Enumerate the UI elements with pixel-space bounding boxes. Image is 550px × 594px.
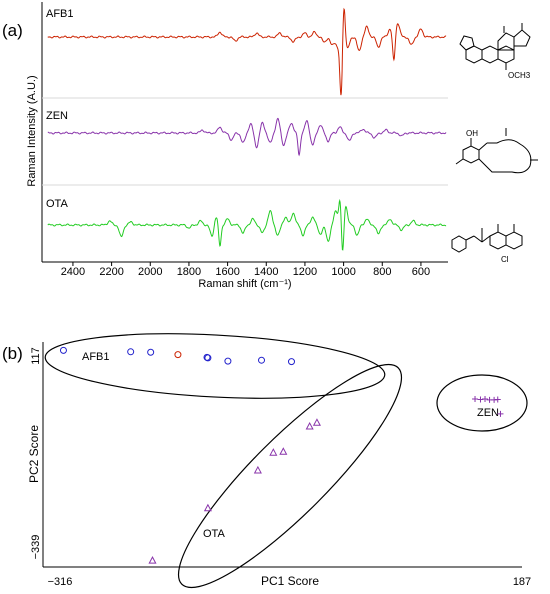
cluster-label-ota: OTA (203, 528, 225, 540)
x-tick-label: 1400 (254, 266, 278, 278)
spectrum-label-afb1: AFB1 (46, 8, 74, 20)
afb1-structure-image (459, 23, 531, 70)
spectrum-label-zen: ZEN (46, 110, 68, 122)
ota-point (253, 465, 262, 474)
x-tick-label: 2400 (61, 266, 85, 278)
zen-cluster-ellipse (436, 374, 528, 432)
panel-b-ylabel: PC2 Score (27, 425, 41, 483)
x-tick-label: 800 (373, 266, 391, 278)
ota-structure-image (451, 224, 523, 253)
panel-b-y-min: −339 (30, 535, 42, 560)
pca-scatter-plot (59, 346, 504, 564)
cluster-label-afb1: AFB1 (82, 351, 110, 363)
cluster-ellipses (44, 333, 528, 589)
afb1-point (287, 358, 295, 366)
panel-a-xlabel: Raman shift (cm⁻¹) (198, 278, 291, 290)
x-tick-label: 1200 (293, 266, 317, 278)
spectrum-line-ota (47, 198, 447, 251)
zen-point (472, 395, 479, 402)
panel-a-frame (41, 2, 448, 263)
ota-point (312, 418, 321, 426)
spectrum-line-zen (47, 117, 447, 157)
ota-chloro-text: Cl (501, 255, 509, 264)
zen-hydroxyl-text: OH (466, 129, 478, 138)
afb1-point (147, 348, 155, 356)
cluster-label-zen: ZEN (477, 407, 499, 419)
x-tick-label: 2000 (138, 266, 162, 278)
panel-a-x-ticks: 2400 2200 2000 1800 1600 1400 1200 1000 800 600 (61, 262, 430, 278)
afb1-point (174, 351, 182, 359)
afb1-point (258, 356, 266, 364)
ota-point (305, 421, 314, 430)
ota-point (269, 448, 278, 456)
x-tick-label: 1800 (177, 266, 201, 278)
panel-b-frame (42, 342, 522, 568)
panel-a-ylabel: Raman Intensity (A.U.) (26, 75, 38, 186)
spectrum-label-ota: OTA (46, 198, 68, 210)
zen-structure-image (455, 128, 538, 174)
panel-b-y-max: 117 (30, 347, 42, 365)
ota-cluster-ellipse (177, 363, 403, 589)
afb1-cluster-ellipse (44, 333, 386, 399)
panel-b-xlabel: PC1 Score (261, 574, 319, 588)
x-tick-label: 2200 (99, 266, 123, 278)
panel-b-label: (b) (2, 344, 23, 363)
zen-point (497, 410, 504, 417)
afb1-point (59, 346, 67, 354)
spectrum-line-afb1 (47, 7, 447, 96)
panel-a-label: (a) (2, 21, 23, 40)
afb1-point (204, 354, 212, 362)
afb1-point (127, 348, 135, 356)
x-tick-label: 1000 (331, 266, 355, 278)
panel-b-x-max: 187 (513, 576, 531, 588)
panel-b-x-min: −316 (48, 576, 73, 588)
zen-point (482, 395, 489, 402)
zen-point (494, 396, 501, 403)
x-tick-label: 600 (412, 266, 430, 278)
ota-point (148, 556, 157, 564)
afb1-methoxy-text: OCH3 (508, 71, 531, 80)
spectra-plot (47, 7, 447, 251)
afb1-point (224, 357, 232, 365)
ota-point (203, 503, 212, 512)
x-tick-label: 1600 (215, 266, 239, 278)
ota-point (279, 447, 288, 455)
